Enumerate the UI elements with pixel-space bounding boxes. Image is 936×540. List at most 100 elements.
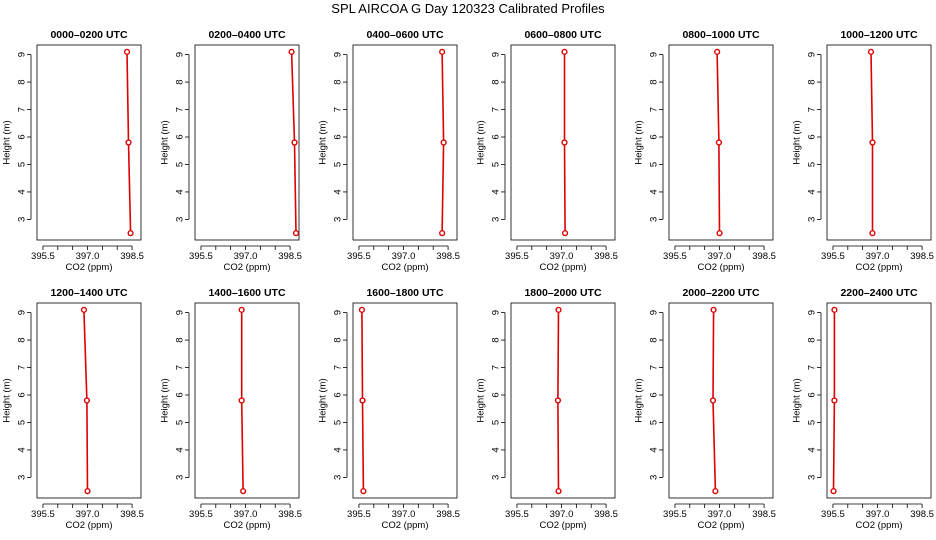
data-point	[830, 488, 837, 495]
y-tick-label: 6	[807, 392, 818, 397]
data-point	[288, 48, 295, 55]
y-tick-label: 8	[17, 337, 28, 342]
y-axis-label: Height (m)	[634, 120, 645, 164]
y-tick-label: 9	[333, 310, 344, 315]
y-axis-label: Height (m)	[160, 378, 171, 422]
chart-panel-2: 0200–0400 UTC 395.5 397.0 398.5 CO2 (ppm) 3 4 5…	[160, 29, 302, 273]
chart-panel-10: 1800–2000 UTC 395.5 397.0 398.5 CO2 (ppm) 3 4 5…	[476, 287, 618, 531]
x-tick-label: 397.0	[708, 509, 732, 520]
chart-panel-12: 2200–2400 UTC 395.5 397.0 398.5 CO2 (ppm) 3 4 5…	[792, 287, 934, 531]
y-tick-label: 5	[807, 420, 818, 425]
y-tick-label: 7	[649, 107, 660, 112]
y-tick-label: 8	[491, 79, 502, 84]
data-point	[561, 48, 568, 55]
chart-panel-9: 1600–1800 UTC 395.5 397.0 398.5 CO2 (ppm) 3 4 5…	[318, 287, 460, 531]
y-tick-label: 8	[333, 79, 344, 84]
x-axis-label: CO2 (ppm)	[382, 262, 429, 273]
y-tick-label: 3	[333, 475, 344, 480]
data-point	[712, 488, 719, 495]
y-tick-label: 5	[649, 162, 660, 167]
x-tick-label: 397.0	[392, 251, 416, 262]
x-tick-label: 395.5	[821, 251, 845, 262]
y-axis-label: Height (m)	[160, 120, 171, 164]
x-tick-label: 398.5	[278, 509, 302, 520]
y-tick-label: 5	[175, 162, 186, 167]
x-tick-label: 395.5	[347, 251, 371, 262]
y-tick-label: 4	[333, 447, 344, 452]
x-tick-label: 395.5	[31, 251, 55, 262]
x-axis-label: CO2 (ppm)	[66, 520, 113, 531]
y-tick-label: 4	[649, 189, 660, 194]
x-tick-label: 398.5	[594, 251, 618, 262]
x-tick-label: 398.5	[436, 509, 460, 520]
y-tick-label: 6	[175, 392, 186, 397]
y-tick-label: 4	[491, 189, 502, 194]
y-tick-label: 3	[491, 217, 502, 222]
y-tick-label: 5	[17, 420, 28, 425]
y-axis-label: Height (m)	[2, 120, 13, 164]
data-point	[555, 488, 562, 495]
y-tick-label: 7	[175, 107, 186, 112]
y-tick-label: 5	[333, 162, 344, 167]
x-tick-label: 397.0	[392, 509, 416, 520]
chart-panel-1: 0000–0200 UTC 395.5 397.0 398.5 CO2 (ppm) 3 4 5…	[2, 29, 144, 273]
y-tick-label: 5	[17, 162, 28, 167]
y-tick-label: 9	[491, 52, 502, 57]
x-tick-label: 395.5	[31, 509, 55, 520]
chart-panel-8: 1400–1600 UTC 395.5 397.0 398.5 CO2 (ppm) 3 4 5…	[160, 287, 302, 531]
y-tick-label: 5	[491, 162, 502, 167]
plot-frame	[510, 44, 616, 241]
plot-frame	[668, 44, 774, 241]
y-tick-label: 3	[17, 475, 28, 480]
x-tick-label: 397.0	[234, 509, 258, 520]
x-axis-label: CO2 (ppm)	[698, 520, 745, 531]
chart-title: 2000–2200 UTC	[682, 287, 759, 299]
data-point	[710, 306, 717, 313]
data-point	[439, 48, 446, 55]
y-tick-label: 7	[17, 107, 28, 112]
x-axis-label: CO2 (ppm)	[698, 262, 745, 273]
x-tick-label: 397.0	[550, 251, 574, 262]
y-tick-label: 3	[807, 217, 818, 222]
x-tick-label: 397.0	[708, 251, 732, 262]
y-tick-label: 6	[491, 134, 502, 139]
y-tick-label: 3	[17, 217, 28, 222]
chart-title: 0200–0400 UTC	[208, 29, 285, 41]
data-point	[869, 139, 876, 146]
y-tick-label: 4	[649, 447, 660, 452]
x-axis-label: CO2 (ppm)	[224, 262, 271, 273]
data-point	[716, 230, 723, 237]
chart-title: 1000–1200 UTC	[840, 29, 917, 41]
plot-frame	[194, 44, 300, 241]
y-axis-label: Height (m)	[318, 378, 329, 422]
x-tick-label: 395.5	[505, 251, 529, 262]
chart-title: 1400–1600 UTC	[208, 287, 285, 299]
y-tick-label: 9	[17, 52, 28, 57]
y-tick-label: 7	[807, 365, 818, 370]
data-point	[561, 139, 568, 146]
chart-panel-4: 0600–0800 UTC 395.5 397.0 398.5 CO2 (ppm) 3 4 5…	[476, 29, 618, 273]
y-tick-label: 9	[491, 310, 502, 315]
y-tick-label: 3	[807, 475, 818, 480]
y-axis-label: Height (m)	[476, 120, 487, 164]
data-point	[83, 397, 91, 404]
x-tick-label: 397.0	[550, 509, 574, 520]
data-point	[439, 230, 446, 237]
plot-frame	[36, 44, 142, 241]
y-axis-label: Height (m)	[792, 378, 803, 422]
chart-title: 0600–0800 UTC	[524, 29, 601, 41]
data-point	[555, 306, 562, 313]
x-axis-label: CO2 (ppm)	[224, 520, 271, 531]
x-tick-label: 397.0	[866, 509, 890, 520]
y-axis-label: Height (m)	[318, 120, 329, 164]
y-axis-label: Height (m)	[792, 120, 803, 164]
y-tick-label: 7	[333, 365, 344, 370]
y-tick-label: 3	[649, 217, 660, 222]
data-point	[709, 397, 717, 404]
x-tick-label: 398.5	[436, 251, 460, 262]
data-point	[440, 139, 447, 146]
x-tick-label: 398.5	[752, 251, 776, 262]
data-point	[240, 488, 247, 495]
x-tick-label: 398.5	[120, 251, 144, 262]
